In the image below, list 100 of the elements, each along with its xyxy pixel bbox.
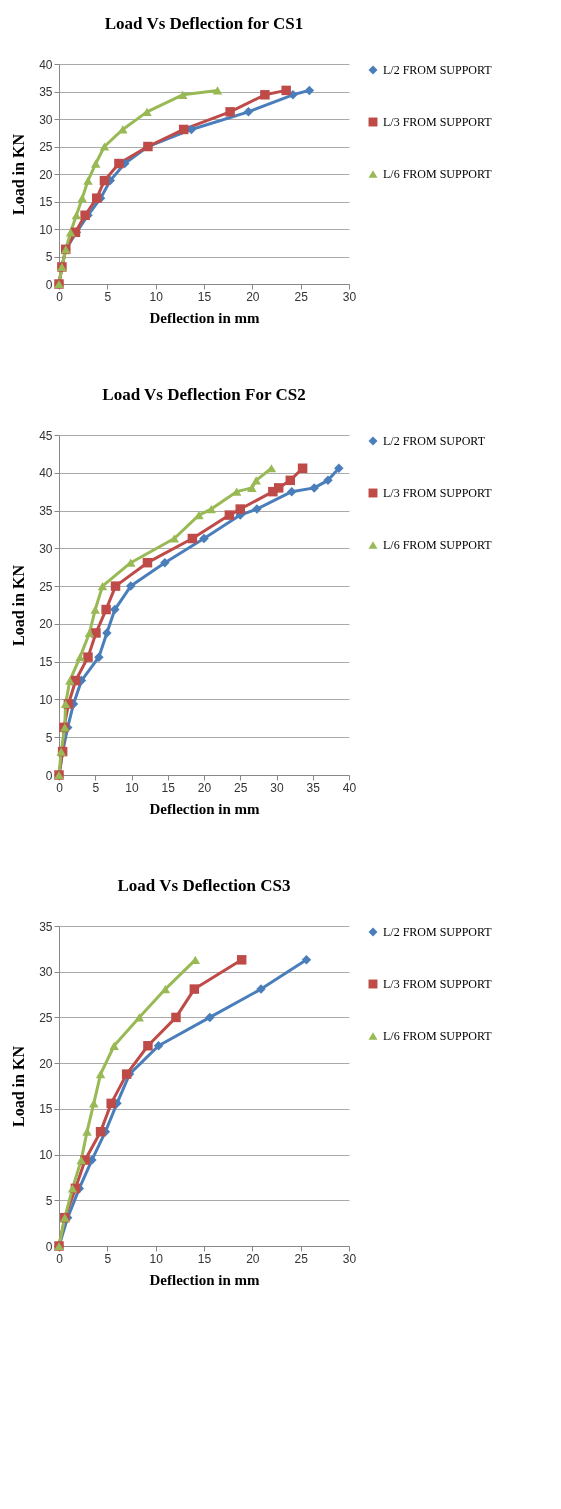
x-axis-title: Deflection in mm — [149, 309, 260, 326]
point — [273, 483, 284, 493]
x-tick-label: 0 — [56, 1251, 64, 1266]
chart-title: Load Vs Deflection CS3 — [117, 876, 291, 895]
point — [106, 1098, 116, 1109]
y-tick-label: 20 — [39, 617, 53, 632]
x-tick-label: 5 — [92, 780, 100, 795]
y-tick-label: 30 — [39, 965, 53, 980]
x-tick-label: 25 — [294, 1251, 309, 1266]
legend-label: L/3 FROM SUPPORT — [383, 486, 493, 500]
x-tick-label: 15 — [197, 289, 212, 304]
point — [247, 483, 257, 492]
y-tick-label: 45 — [39, 428, 53, 443]
point — [110, 604, 120, 615]
point — [65, 228, 76, 237]
x-tick-label: 5 — [104, 1251, 112, 1266]
y-tick-label: 5 — [45, 1193, 53, 1208]
x-tick-label: 10 — [149, 289, 164, 304]
point — [90, 159, 101, 168]
point — [76, 1155, 86, 1165]
point — [189, 984, 200, 994]
y-tick-label: 0 — [45, 768, 53, 783]
point — [89, 1099, 99, 1108]
point — [304, 85, 315, 96]
point — [323, 475, 333, 486]
x-tick-label: 30 — [342, 1251, 357, 1266]
legend-label: L/2 FROM SUPPORT — [383, 925, 493, 939]
y-tick-label: 0 — [45, 1239, 53, 1254]
point — [95, 1126, 106, 1137]
x-axis-title: Deflection in mm — [149, 1271, 260, 1288]
chart-title: Load Vs Deflection for CS1 — [104, 14, 304, 33]
legend-label: L/3 FROM SUPPORT — [383, 115, 493, 129]
y-tick-label: 25 — [39, 1010, 53, 1025]
point — [169, 534, 180, 543]
x-tick-label: 30 — [342, 289, 357, 304]
x-tick-label: 20 — [246, 1251, 260, 1266]
point — [153, 1041, 164, 1051]
point — [91, 628, 101, 638]
legend-label: L/6 FROM SUPPORT — [383, 1029, 493, 1043]
point — [224, 510, 235, 520]
legend-label: L/2 FROM SUPORT — [383, 434, 486, 448]
point — [160, 984, 171, 994]
y-tick-label: 35 — [39, 919, 53, 934]
x-axis-title: Deflection in mm — [149, 800, 260, 817]
legend-label: L/3 FROM SUPPORT — [383, 977, 493, 991]
legend-label: L/6 FROM SUPPORT — [383, 167, 493, 181]
y-axis-title: Load in KN — [10, 133, 28, 215]
point — [95, 1070, 106, 1079]
point — [126, 581, 136, 591]
point — [205, 1012, 215, 1023]
point — [97, 582, 108, 591]
point — [297, 463, 308, 473]
y-tick-label: 10 — [39, 222, 53, 237]
point — [99, 175, 110, 186]
x-tick-label: 35 — [306, 780, 321, 795]
point — [143, 1041, 153, 1051]
point — [236, 955, 247, 965]
point — [260, 90, 270, 100]
point — [301, 955, 312, 965]
point — [71, 211, 82, 220]
point — [83, 652, 93, 662]
point — [160, 557, 170, 568]
point — [65, 676, 75, 685]
x-tick-label: 15 — [197, 1251, 212, 1266]
point — [286, 486, 297, 497]
x-tick-label: 25 — [234, 780, 248, 795]
point — [178, 124, 189, 135]
x-tick-label: 0 — [56, 780, 64, 795]
point — [142, 557, 153, 568]
point — [109, 1041, 119, 1050]
point — [212, 86, 223, 95]
y-tick-label: 15 — [39, 655, 53, 670]
point — [309, 483, 319, 493]
point — [225, 107, 235, 117]
point — [187, 533, 198, 544]
point — [118, 125, 128, 134]
point — [199, 533, 209, 544]
y-axis-title: Load in KN — [10, 1045, 28, 1127]
x-tick-label: 20 — [197, 780, 212, 795]
y-tick-label: 35 — [39, 85, 53, 99]
x-tick-label: 20 — [246, 289, 260, 304]
x-tick-label: 15 — [161, 780, 176, 795]
point — [334, 463, 344, 473]
x-tick-label: 0 — [56, 289, 64, 304]
chart-title: Load Vs Deflection For CS2 — [102, 385, 306, 404]
point — [90, 605, 100, 614]
point — [75, 653, 85, 662]
point — [206, 504, 216, 514]
point — [171, 1012, 181, 1023]
point — [235, 504, 245, 514]
point — [77, 194, 87, 203]
x-tick-label: 10 — [125, 780, 139, 795]
y-tick-label: 5 — [45, 250, 53, 264]
point — [281, 85, 291, 96]
point — [194, 510, 204, 520]
point — [110, 581, 121, 591]
point — [285, 475, 296, 486]
y-tick-label: 20 — [39, 1056, 53, 1071]
point — [126, 558, 136, 567]
y-tick-label: 20 — [39, 167, 53, 182]
